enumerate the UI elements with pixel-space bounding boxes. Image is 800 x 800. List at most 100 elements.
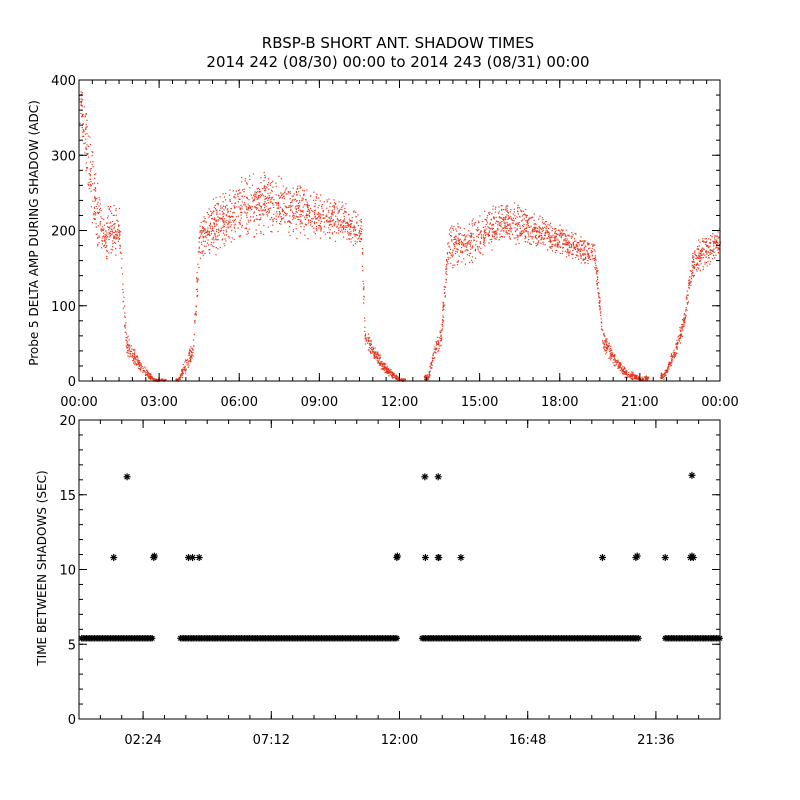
top-y-axis-label: Probe 5 DELTA AMP DURING SHADOW (ADC) — [27, 100, 41, 366]
top-data-point — [213, 206, 215, 208]
top-data-point — [446, 261, 449, 263]
top-data-point — [233, 205, 235, 207]
top-data-point — [261, 210, 263, 212]
top-data-point — [100, 229, 102, 231]
top-data-point — [385, 368, 387, 370]
top-data-point — [712, 258, 714, 260]
top-data-point — [525, 208, 527, 211]
top-data-point — [543, 234, 546, 236]
top-data-point — [345, 228, 347, 231]
top-data-point — [217, 228, 219, 230]
top-data-point — [246, 196, 248, 199]
top-data-point — [189, 356, 191, 359]
top-data-point — [444, 304, 446, 306]
top-data-point — [79, 95, 81, 97]
top-data-point — [159, 379, 161, 381]
top-data-point — [115, 208, 117, 210]
top-data-point — [445, 265, 447, 267]
top-data-point — [308, 215, 310, 217]
top-data-point — [541, 228, 543, 230]
top-data-point — [463, 258, 465, 260]
top-data-point — [666, 371, 668, 373]
top-data-point — [230, 207, 232, 210]
top-data-point — [675, 354, 677, 356]
top-data-point — [81, 92, 83, 94]
top-data-point — [304, 223, 306, 225]
top-data-point — [498, 223, 500, 225]
top-data-point — [246, 212, 249, 214]
top-data-point — [517, 206, 519, 208]
top-data-point — [328, 209, 330, 211]
top-data-point — [361, 252, 363, 254]
top-data-point — [576, 251, 579, 253]
top-data-point — [183, 366, 185, 369]
top-data-point — [94, 218, 96, 220]
top-data-point — [716, 235, 718, 237]
top-data-point — [328, 221, 330, 223]
top-data-point — [683, 325, 685, 327]
top-data-point — [487, 226, 489, 228]
top-data-point — [682, 325, 684, 327]
top-data-point — [90, 206, 92, 208]
top-data-point — [348, 224, 350, 226]
top-data-point — [572, 249, 574, 251]
top-data-point — [540, 242, 542, 244]
top-data-point — [507, 211, 509, 214]
top-data-point — [458, 255, 460, 257]
top-data-point — [573, 248, 575, 250]
top-data-point — [211, 238, 213, 240]
top-data-point — [630, 374, 632, 376]
top-data-point — [463, 235, 465, 237]
top-data-point — [633, 375, 635, 377]
top-data-point — [673, 353, 675, 356]
top-data-point — [244, 180, 246, 182]
top-data-point — [634, 376, 637, 378]
top-data-point — [459, 232, 461, 235]
top-data-point — [356, 241, 358, 243]
top-data-point — [104, 238, 106, 240]
top-data-point — [309, 195, 312, 197]
top-data-point — [707, 251, 709, 253]
top-data-point — [99, 203, 101, 205]
top-data-point — [142, 367, 144, 369]
top-data-point — [216, 230, 218, 233]
top-data-point — [277, 203, 279, 205]
top-data-point — [538, 229, 540, 231]
top-data-point — [253, 194, 255, 196]
top-data-point — [202, 220, 204, 222]
y-tick-label: 0 — [68, 375, 76, 390]
top-data-point — [330, 224, 332, 226]
top-data-point — [622, 371, 625, 373]
top-data-point — [488, 230, 491, 232]
top-data-point — [218, 219, 220, 221]
top-data-point — [475, 257, 477, 259]
top-data-point — [101, 228, 103, 230]
top-data-point — [341, 208, 343, 211]
top-data-point — [319, 214, 321, 216]
top-data-point — [227, 210, 229, 212]
top-data-point — [119, 237, 121, 240]
top-data-point — [665, 374, 667, 377]
top-data-point — [537, 236, 540, 238]
top-data-point — [355, 234, 357, 236]
top-data-point — [333, 208, 335, 210]
top-data-point — [126, 337, 128, 339]
top-data-point — [131, 348, 133, 350]
top-data-point — [215, 196, 217, 199]
top-data-point — [308, 210, 310, 212]
bottom-baseline-point — [635, 635, 642, 642]
top-data-point — [328, 224, 330, 226]
top-data-point — [438, 347, 440, 349]
top-data-point — [336, 226, 338, 228]
top-data-point — [549, 224, 551, 226]
x-tick-label: 21:36 — [637, 733, 674, 748]
top-data-point — [240, 214, 242, 216]
top-data-point — [82, 99, 84, 101]
top-data-point — [320, 220, 322, 222]
top-data-point — [241, 226, 243, 228]
top-data-point — [537, 231, 539, 233]
top-data-point — [222, 232, 225, 234]
top-data-point — [585, 254, 587, 256]
top-data-point — [552, 244, 554, 246]
top-data-point — [694, 253, 696, 255]
